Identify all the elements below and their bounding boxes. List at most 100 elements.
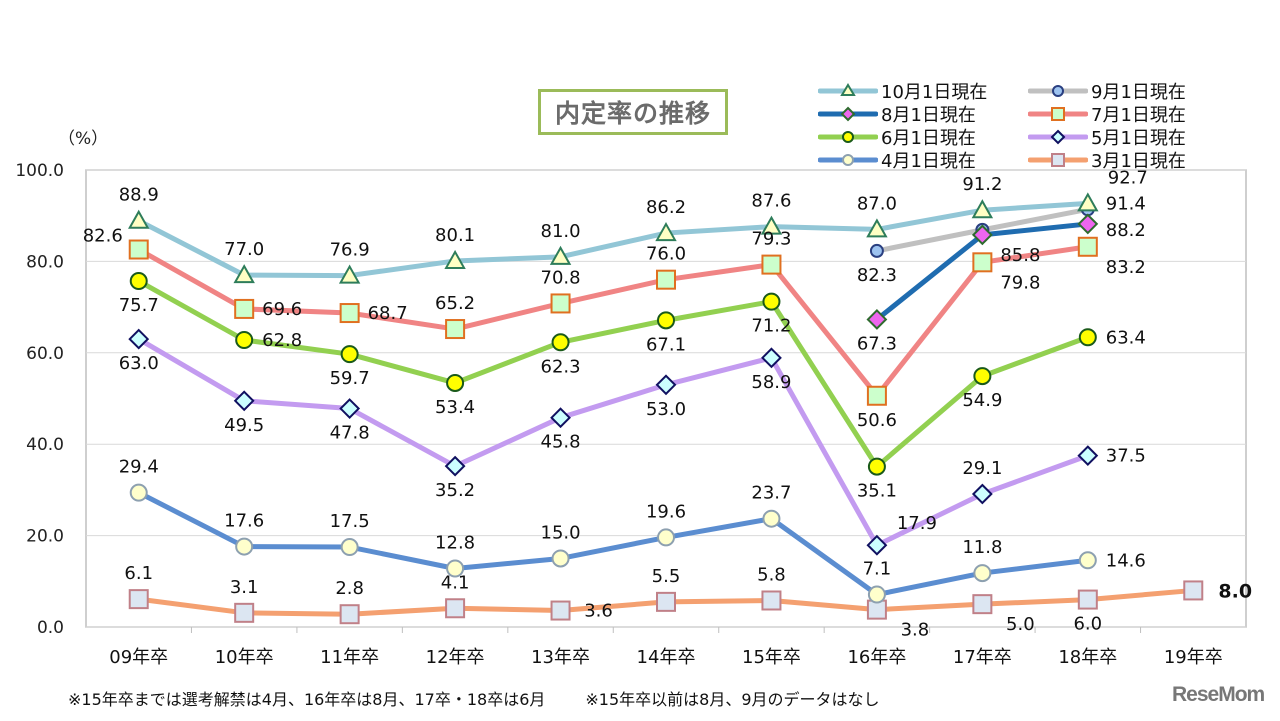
data-point <box>656 269 676 290</box>
data-label: 5.5 <box>652 566 681 587</box>
data-point <box>234 298 255 319</box>
data-point <box>128 589 149 610</box>
data-point <box>1077 213 1099 235</box>
data-point <box>971 199 994 219</box>
data-point <box>128 209 150 229</box>
data-label: 65.2 <box>435 293 475 314</box>
data-point <box>339 303 360 324</box>
legend-item: 9月1日現在 <box>1028 80 1238 103</box>
legend-swatch <box>1028 107 1088 121</box>
data-point <box>128 239 149 260</box>
series-3 <box>866 213 1099 330</box>
data-label: 77.0 <box>224 239 264 260</box>
legend-label: 10月1日現在 <box>881 82 988 103</box>
legend-swatch <box>818 131 878 143</box>
data-label: 6.0 <box>1073 614 1102 635</box>
legend-label: 8月1日現在 <box>881 105 976 126</box>
data-label: 19.6 <box>646 501 686 522</box>
data-point <box>129 483 148 502</box>
data-point <box>1051 153 1065 167</box>
data-label: 5.8 <box>757 564 786 585</box>
data-label: 62.8 <box>262 330 302 351</box>
data-label: 8.0 <box>1218 580 1252 602</box>
data-label: 68.7 <box>368 303 408 324</box>
data-label: 29.1 <box>962 458 1002 479</box>
y-tick-label: 40.0 <box>26 435 64 455</box>
data-label: 14.6 <box>1106 550 1146 571</box>
data-point <box>551 549 570 568</box>
data-label: 69.6 <box>262 299 302 320</box>
data-point <box>762 509 781 528</box>
chart-title: 内定率の推移 <box>538 89 728 135</box>
data-point <box>549 245 572 265</box>
series-8 <box>128 580 1204 625</box>
data-label: 17.5 <box>330 511 370 532</box>
data-label: 6.1 <box>124 563 153 584</box>
data-point <box>971 224 993 246</box>
data-point <box>444 455 466 477</box>
legend-item: 10月1日現在 <box>818 80 1028 103</box>
data-label: 37.5 <box>1106 446 1146 467</box>
data-point <box>340 345 359 364</box>
data-point <box>1052 85 1064 97</box>
y-tick-label: 80.0 <box>26 252 64 272</box>
series-7 <box>129 483 1097 604</box>
data-point <box>1078 551 1097 570</box>
y-tick-label: 0.0 <box>37 618 64 638</box>
legend-label: 3月1日現在 <box>1091 151 1186 172</box>
data-point <box>973 564 992 583</box>
series-line <box>137 278 1089 470</box>
footnotes: ※15年卒までは選考解禁は4月、16年卒は8月、17卒・18卒は6月 ※15年卒… <box>68 686 1163 710</box>
data-label: 4.1 <box>441 572 470 593</box>
data-point <box>1077 445 1099 467</box>
data-point <box>866 309 888 330</box>
y-tick-label: 20.0 <box>26 527 64 547</box>
series-line <box>137 336 1089 548</box>
data-label: 58.9 <box>751 372 791 393</box>
series-6 <box>128 328 1099 556</box>
data-point <box>444 249 466 269</box>
data-label: 63.4 <box>1106 327 1146 348</box>
legend-item: 3月1日現在 <box>1028 149 1238 172</box>
data-label: 87.6 <box>751 191 791 212</box>
data-point <box>550 600 571 621</box>
data-point <box>1051 107 1065 121</box>
data-point <box>234 602 255 623</box>
data-label: 67.3 <box>857 333 897 354</box>
data-label: 83.2 <box>1106 257 1146 278</box>
data-label: 47.8 <box>330 423 370 444</box>
footnote-1: ※15年卒までは選考解禁は4月、16年卒は8月、17卒・18卒は6月 <box>68 690 546 709</box>
data-point <box>338 264 361 284</box>
data-point <box>761 254 782 275</box>
data-point <box>339 398 361 419</box>
data-label: 82.3 <box>857 265 897 286</box>
data-point <box>840 106 856 122</box>
x-tick-label: 15年卒 <box>742 647 801 668</box>
data-label: 79.8 <box>1000 272 1040 293</box>
data-point <box>445 319 466 340</box>
legend-item: 8月1日現在 <box>818 103 1028 126</box>
data-label: 86.2 <box>646 197 686 218</box>
data-point <box>446 373 465 392</box>
x-tick-label: 18年卒 <box>1058 647 1117 668</box>
data-point <box>866 218 888 238</box>
series-line <box>137 200 1088 279</box>
x-tick-label: 17年卒 <box>953 647 1012 668</box>
series-5 <box>129 272 1097 476</box>
data-point <box>842 154 854 166</box>
data-label: 50.6 <box>857 410 897 431</box>
legend-swatch <box>818 154 878 166</box>
data-point <box>761 347 782 369</box>
data-label: 63.0 <box>119 353 159 374</box>
legend-swatch <box>818 83 878 96</box>
data-point <box>866 534 888 556</box>
data-point <box>866 385 887 406</box>
data-label: 81.0 <box>541 221 581 242</box>
data-label: 23.7 <box>751 483 791 504</box>
data-label: 11.8 <box>962 537 1002 558</box>
data-label: 29.4 <box>119 457 159 478</box>
y-tick-label: 100.0 <box>15 161 64 181</box>
data-label: 82.6 <box>83 226 123 247</box>
data-label: 35.2 <box>435 480 475 501</box>
data-label: 75.7 <box>119 295 159 316</box>
